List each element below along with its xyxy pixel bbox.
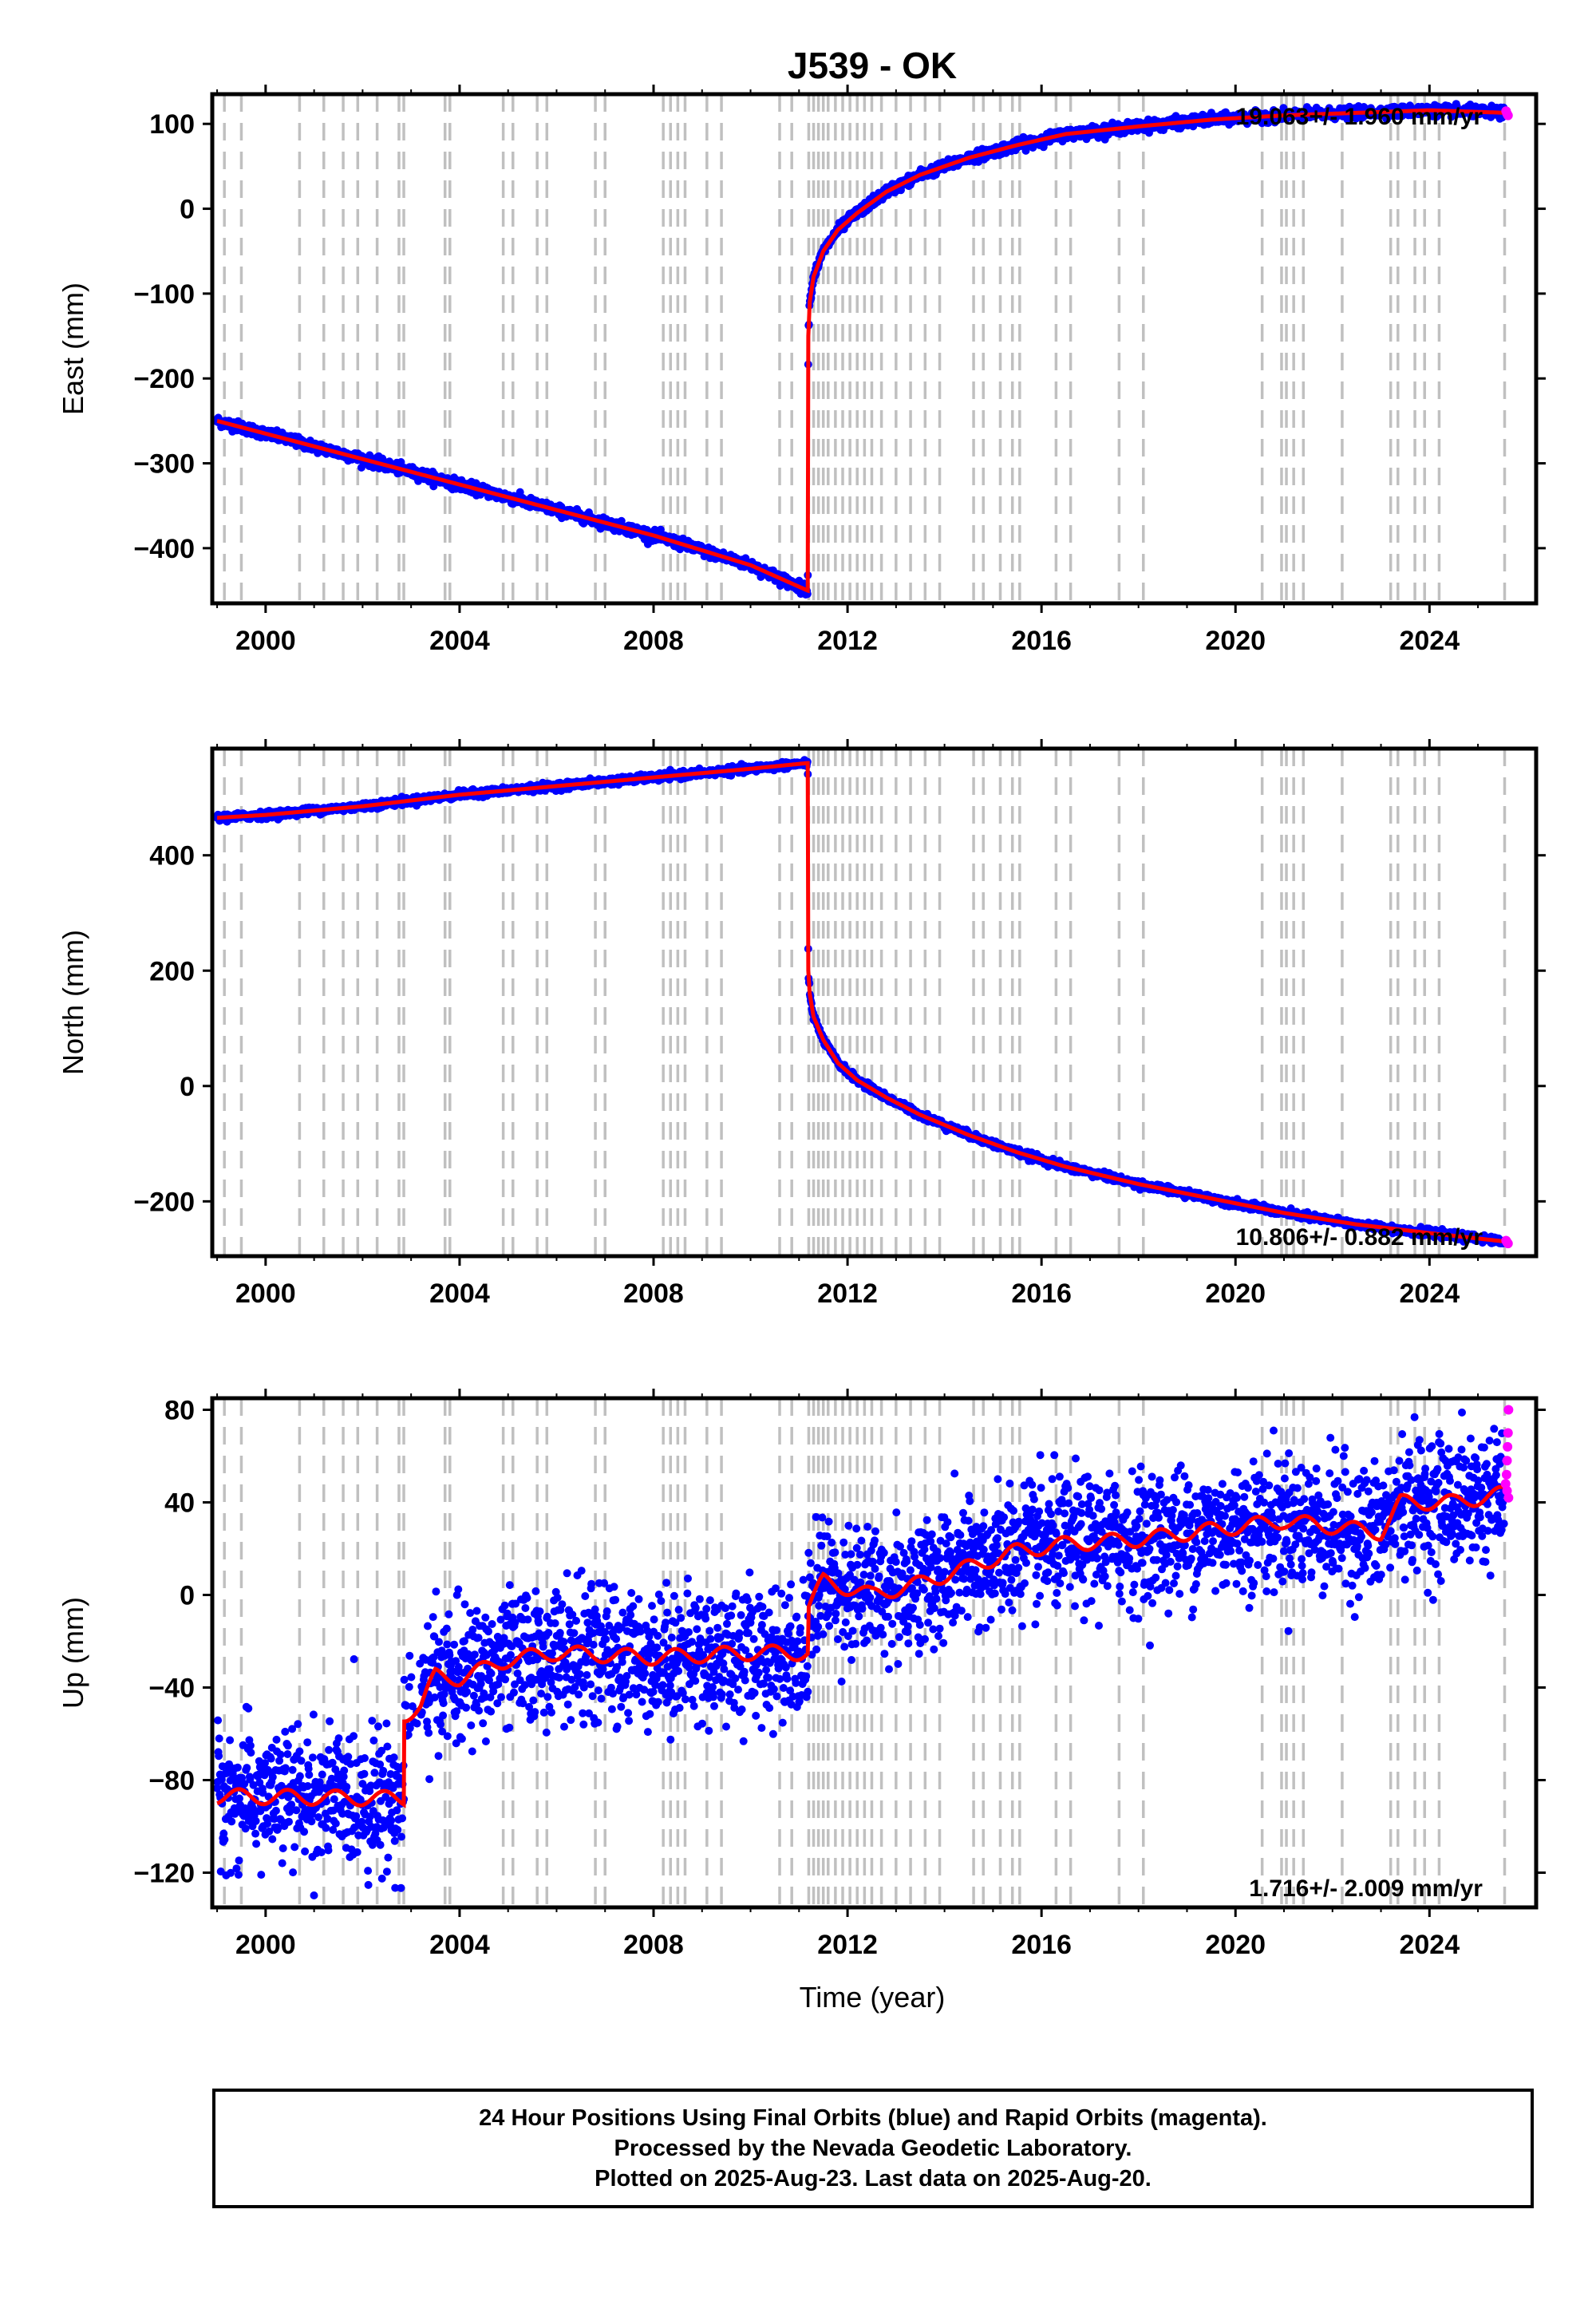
east-panel: 2000 2004 2008 2012 2016 2020 2024 100 0 −100 −200… [57, 85, 1546, 656]
model-line [216, 108, 1507, 594]
x-tick-label: 2020 [1205, 626, 1266, 656]
y-tick-label: −100 [133, 279, 195, 310]
event-lines [223, 749, 1507, 1256]
x-tick-label: 2008 [623, 626, 684, 656]
y-tick-label: −200 [133, 364, 195, 394]
x-tick-label: 2004 [429, 626, 490, 656]
x-tick-label: 2024 [1399, 626, 1460, 656]
x-tick-label: 2016 [1011, 626, 1072, 656]
y-tick-label: −300 [133, 449, 195, 480]
y-axis-title: East (mm) [57, 283, 89, 415]
rapid-point [1503, 110, 1513, 121]
final-orbit-points [213, 756, 1509, 1247]
rate-label: 19.063+/- 1.960 mm/yr [1236, 104, 1483, 130]
y-tick-label: 100 [149, 109, 195, 140]
north-panel: 2000 2004 2008 2012 2016 2020 20244002000−200N… [57, 739, 1546, 1309]
final-orbit-points [213, 100, 1509, 599]
chart-title: J539 - OK [788, 45, 957, 86]
plot-frame [210, 92, 1539, 606]
event-lines [223, 94, 1507, 603]
y-tick-label: −400 [133, 534, 195, 564]
y-tick-label: 0 [180, 195, 195, 225]
x-tick-label: 2000 [235, 626, 296, 656]
x-tick-label: 2012 [817, 626, 878, 656]
